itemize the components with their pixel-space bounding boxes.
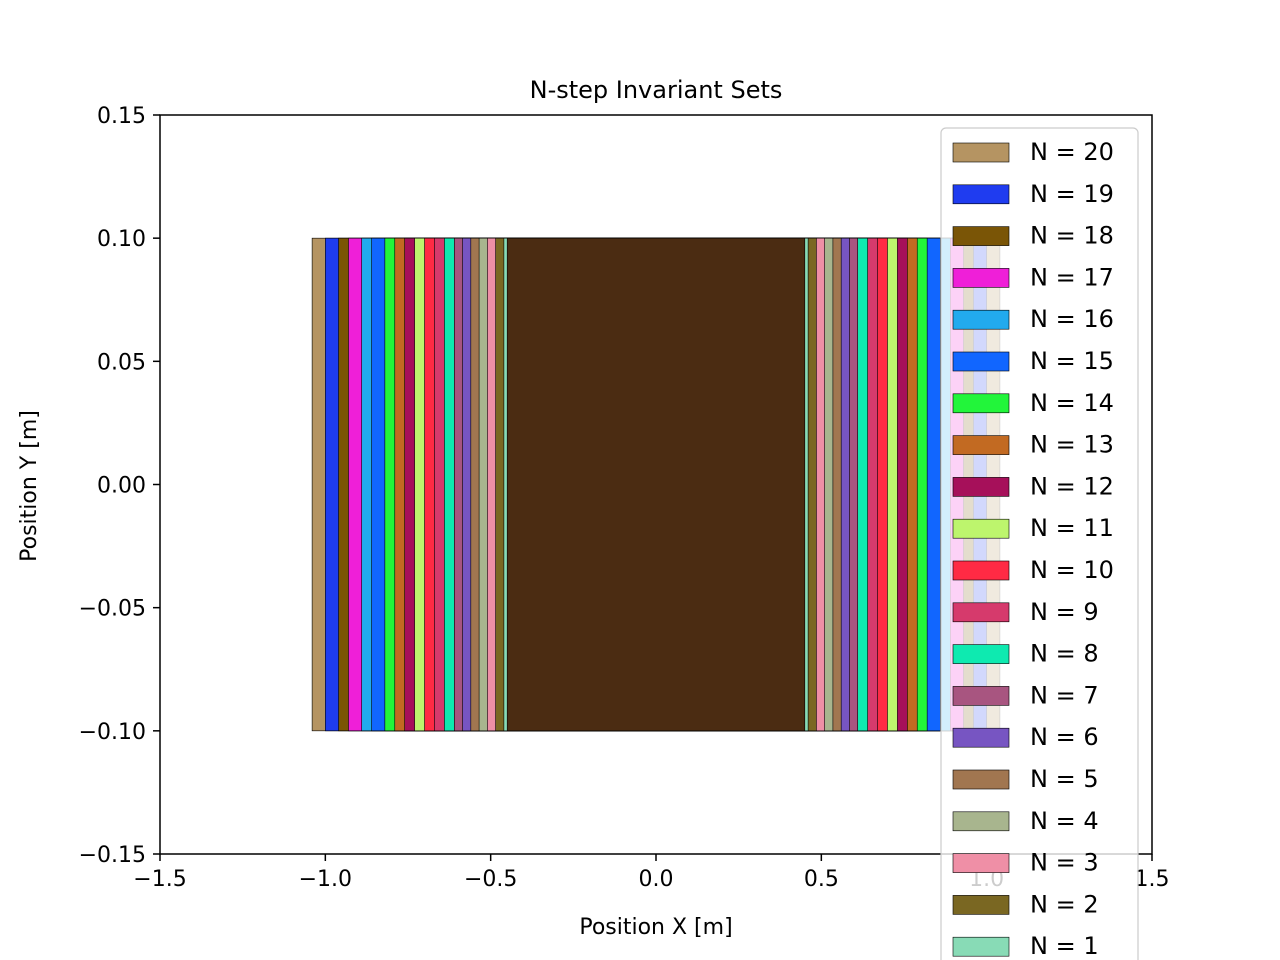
y-axis: 0.15 0.10 0.05 0.00 −0.05 −0.10 −0.15	[79, 104, 160, 868]
legend-swatch	[952, 686, 1010, 706]
legend-swatch	[952, 560, 1010, 581]
legend-label: N = 7	[1030, 681, 1099, 709]
legend-swatch	[952, 602, 1010, 623]
legend-swatch	[952, 226, 1010, 246]
legend-swatch	[952, 268, 1010, 288]
legend-label: N = 14	[1030, 389, 1114, 417]
legend-label: N = 16	[1030, 305, 1114, 333]
legend-swatch	[952, 393, 1010, 414]
x-axis-label: Position X [m]	[579, 915, 732, 940]
legend-label: N = 19	[1030, 180, 1114, 208]
legend-label: N = 2	[1030, 890, 1099, 918]
legend-swatch	[952, 309, 1010, 330]
legend-label: N = 4	[1030, 807, 1099, 835]
legend-swatch	[952, 936, 1010, 957]
legend-frame	[940, 127, 1139, 960]
legend-label: N = 1	[1030, 932, 1099, 960]
legend-swatch	[952, 518, 1010, 539]
y-tick-label: −0.05	[79, 597, 146, 622]
legend-swatch	[952, 727, 1010, 748]
legend-swatch	[952, 895, 1010, 915]
y-axis-label: Position Y [m]	[17, 410, 42, 562]
x-tick-label: 1.5	[1135, 867, 1170, 892]
legend-swatch	[952, 351, 1010, 372]
y-tick-label: 0.10	[97, 227, 146, 252]
legend-swatch	[952, 769, 1010, 790]
y-tick-label: −0.10	[79, 720, 146, 745]
legend-swatch	[952, 477, 1010, 497]
legend-label: N = 3	[1030, 849, 1099, 877]
legend-swatch	[952, 184, 1010, 205]
legend-label: N = 20	[1030, 138, 1114, 166]
y-tick-label: 0.15	[97, 104, 146, 129]
y-tick-label: 0.05	[97, 350, 146, 375]
legend-swatch	[952, 811, 1010, 832]
legend-label: N = 8	[1030, 640, 1099, 668]
legend-label: N = 18	[1030, 222, 1114, 250]
legend-label: N = 11	[1030, 514, 1114, 542]
x-tick-label: −1.5	[133, 867, 186, 892]
chart-title: N-step Invariant Sets	[530, 76, 783, 104]
y-tick-label: 0.00	[97, 474, 146, 499]
invariant-set-base	[506, 237, 806, 732]
legend-swatch	[952, 853, 1010, 873]
legend-label: N = 15	[1030, 347, 1114, 375]
legend-label: N = 9	[1030, 598, 1099, 626]
legend-label: N = 10	[1030, 556, 1114, 584]
legend: N = 20 N = 19 N = 18 N = 17 N = 16 N = 15 N = …	[940, 127, 1139, 960]
y-tick-label: −0.15	[79, 843, 146, 868]
legend-swatch	[952, 435, 1010, 455]
legend-label: N = 5	[1030, 765, 1099, 793]
legend-swatch	[952, 644, 1010, 664]
x-tick-label: −1.0	[299, 867, 352, 892]
legend-label: N = 6	[1030, 723, 1099, 751]
x-tick-label: 0.5	[804, 867, 839, 892]
x-tick-label: −0.5	[464, 867, 517, 892]
legend-label: N = 17	[1030, 263, 1114, 291]
x-tick-label: 0.0	[639, 867, 674, 892]
legend-label: N = 12	[1030, 472, 1114, 500]
x-axis: −1.5−1.0−0.50.00.51.01.5	[133, 854, 1170, 892]
legend-swatch	[952, 142, 1010, 163]
legend-label: N = 13	[1030, 431, 1114, 459]
plot-area	[311, 237, 1001, 732]
